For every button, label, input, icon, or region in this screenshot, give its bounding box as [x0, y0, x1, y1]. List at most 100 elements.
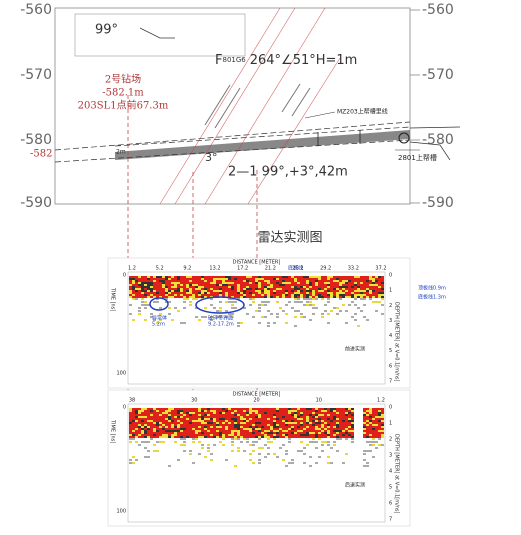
radar-texture [168, 301, 171, 303]
radar-texture [225, 310, 228, 312]
radar-texture [213, 432, 216, 434]
radar-texture [369, 420, 372, 422]
radar-texture [156, 282, 159, 284]
radar-texture [255, 280, 258, 282]
radar-texture [219, 434, 222, 436]
radar-texture [270, 294, 273, 296]
radar-texture [330, 426, 333, 428]
radar-texture [291, 434, 294, 436]
radar-texture [285, 418, 288, 420]
radar-texture [273, 422, 276, 424]
radar-texture [324, 416, 327, 418]
radar-texture [264, 412, 267, 414]
radar-texture [201, 434, 204, 436]
radar-texture [150, 418, 153, 420]
radar-texture [252, 294, 255, 296]
radar-texture [372, 438, 375, 440]
radar-texture [201, 280, 204, 282]
radar-texture [243, 424, 246, 426]
radar-texture [147, 290, 150, 292]
radar-texture [216, 426, 219, 428]
radar-texture [321, 416, 324, 418]
radar-texture [348, 278, 351, 280]
radar-texture [267, 441, 270, 443]
radar-texture [321, 294, 324, 296]
radar-texture [246, 432, 249, 434]
radar-texture [381, 418, 384, 420]
radar-texture [360, 310, 363, 312]
radar-texture [147, 432, 150, 434]
radar-texture [144, 410, 147, 412]
radar-texture [255, 416, 258, 418]
radar-texture [264, 292, 267, 294]
radar-texture [312, 420, 315, 422]
radar-texture [363, 432, 366, 434]
radar-texture [270, 418, 273, 420]
radar-texture [267, 447, 270, 449]
radar-texture [372, 286, 375, 288]
radar-texture [237, 420, 240, 422]
elevation-label: -590 [20, 195, 52, 211]
radar-texture [345, 434, 348, 436]
radar-texture [372, 278, 375, 280]
radar-texture [186, 284, 189, 286]
radar-texture [333, 412, 336, 414]
radar-texture [357, 307, 360, 309]
radar-texture [354, 280, 357, 282]
radar-texture [348, 434, 351, 436]
radar-texture [378, 436, 381, 438]
radar-texture [336, 436, 339, 438]
radar-texture [297, 412, 300, 414]
radar-texture [315, 414, 318, 416]
radar-texture [234, 424, 237, 426]
radar-texture [201, 286, 204, 288]
radar-texture [231, 412, 234, 414]
radar-texture [288, 290, 291, 292]
radar-texture [219, 441, 222, 443]
radar-texture [129, 424, 132, 426]
radar-texture [177, 418, 180, 420]
radar-texture [153, 276, 156, 278]
data-frame [127, 403, 386, 523]
radar-texture [378, 434, 381, 436]
radar-texture [261, 282, 264, 284]
radar-texture [294, 301, 297, 303]
radar-texture [345, 453, 348, 455]
radar-texture [363, 450, 366, 452]
radar-texture [240, 436, 243, 438]
radar-texture [315, 284, 318, 286]
radar-texture [156, 432, 159, 434]
radar-texture [219, 422, 222, 424]
radar-texture [150, 426, 153, 428]
radar-texture [255, 276, 258, 278]
radar-texture [132, 430, 135, 432]
radar-texture [345, 412, 348, 414]
radar-texture [213, 286, 216, 288]
radar-texture [366, 426, 369, 428]
radar-texture [237, 426, 240, 428]
radar-texture [204, 436, 207, 438]
radar-texture [312, 278, 315, 280]
radar-texture [177, 414, 180, 416]
radar-texture [264, 410, 267, 412]
radar-texture [345, 418, 348, 420]
radar-texture [249, 428, 252, 430]
radar-texture [153, 292, 156, 294]
radar-texture [267, 416, 270, 418]
radar-texture [375, 420, 378, 422]
radar-texture [300, 416, 303, 418]
radar-texture [168, 276, 171, 278]
radar-texture [270, 416, 273, 418]
radar-texture [162, 418, 165, 420]
radar-texture [249, 304, 252, 306]
radar-texture [201, 316, 204, 318]
radar-texture [318, 456, 321, 458]
radar-texture [291, 462, 294, 464]
radar-texture [186, 422, 189, 424]
radar-texture [333, 428, 336, 430]
radar-texture [246, 414, 249, 416]
radar-texture [243, 307, 246, 309]
radar-texture [165, 276, 168, 278]
radar-texture [294, 430, 297, 432]
radar-texture [210, 418, 213, 420]
